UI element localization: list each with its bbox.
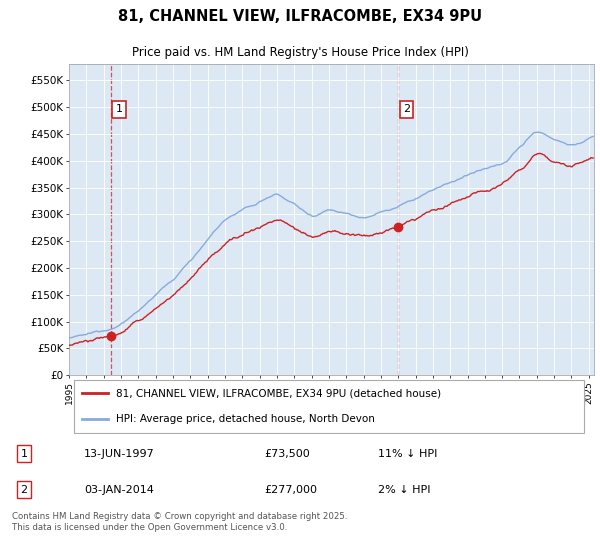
Text: 1: 1 bbox=[20, 449, 28, 459]
Text: 13-JUN-1997: 13-JUN-1997 bbox=[84, 449, 155, 459]
Text: 03-JAN-2014: 03-JAN-2014 bbox=[84, 485, 154, 495]
Text: 81, CHANNEL VIEW, ILFRACOMBE, EX34 9PU (detached house): 81, CHANNEL VIEW, ILFRACOMBE, EX34 9PU (… bbox=[116, 388, 442, 398]
Text: HPI: Average price, detached house, North Devon: HPI: Average price, detached house, Nort… bbox=[116, 414, 375, 424]
Text: 2% ↓ HPI: 2% ↓ HPI bbox=[378, 485, 431, 495]
Text: 81, CHANNEL VIEW, ILFRACOMBE, EX34 9PU: 81, CHANNEL VIEW, ILFRACOMBE, EX34 9PU bbox=[118, 10, 482, 24]
Text: 2: 2 bbox=[403, 104, 410, 114]
Text: £73,500: £73,500 bbox=[264, 449, 310, 459]
Text: Contains HM Land Registry data © Crown copyright and database right 2025.
This d: Contains HM Land Registry data © Crown c… bbox=[12, 512, 347, 531]
Text: 11% ↓ HPI: 11% ↓ HPI bbox=[378, 449, 437, 459]
Text: 2: 2 bbox=[20, 485, 28, 495]
Text: Price paid vs. HM Land Registry's House Price Index (HPI): Price paid vs. HM Land Registry's House … bbox=[131, 46, 469, 59]
FancyBboxPatch shape bbox=[74, 380, 583, 433]
Text: £277,000: £277,000 bbox=[264, 485, 317, 495]
Text: 1: 1 bbox=[116, 104, 122, 114]
